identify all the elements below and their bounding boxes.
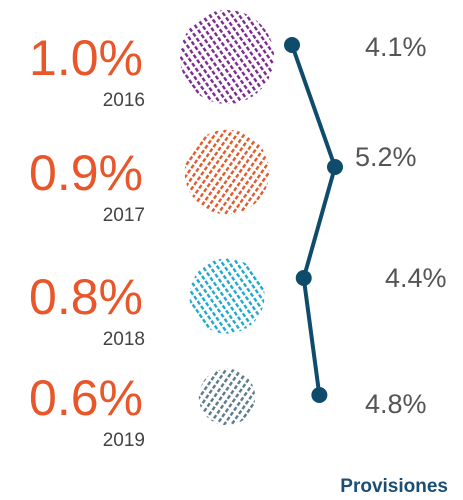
value-label: 4.1% — [365, 32, 427, 62]
point — [284, 37, 300, 53]
year-label: 2017 — [103, 205, 145, 226]
point — [327, 159, 343, 175]
year-label: 2016 — [103, 90, 145, 111]
bubble — [198, 368, 256, 426]
bubble — [180, 10, 274, 104]
year-label: 2018 — [103, 329, 145, 350]
value-label: 1.0% — [29, 30, 143, 86]
value-label: 0.9% — [29, 145, 143, 201]
value-label: 0.6% — [29, 370, 143, 426]
value-label: 4.4% — [385, 263, 447, 293]
year-label: 2019 — [103, 430, 145, 451]
bubble — [184, 129, 270, 215]
point — [311, 387, 328, 403]
value-label: 4.8% — [365, 389, 427, 419]
value-label: 5.2% — [355, 142, 417, 172]
point — [295, 270, 312, 286]
line — [290, 44, 338, 396]
value-label: 0.8% — [29, 269, 143, 325]
bubble — [189, 258, 265, 334]
legend-label: Provisiones — [340, 476, 448, 497]
